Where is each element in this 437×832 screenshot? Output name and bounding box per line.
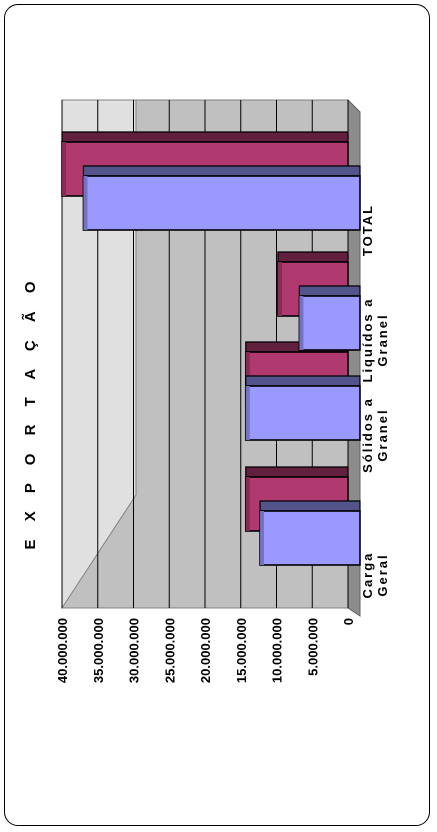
category-label: Sólidos a: [360, 397, 375, 473]
category-label: Granel: [375, 313, 390, 366]
tick-label: 0: [341, 618, 356, 625]
bar: [244, 385, 361, 441]
category-label: Geral: [375, 553, 390, 596]
bar-top-face: [245, 466, 349, 478]
bar-end-face: [299, 296, 304, 350]
bar-end-face: [83, 176, 88, 230]
bar: [298, 295, 361, 351]
bar-top-face: [298, 285, 361, 297]
bar-end-face: [277, 262, 282, 316]
bar-top-face: [61, 131, 349, 143]
bar: [82, 175, 361, 231]
bar-top-face: [82, 165, 361, 177]
tick-label: 15.000.000: [234, 618, 249, 683]
category-label: Granel: [375, 408, 390, 461]
bar-end-face: [260, 511, 265, 565]
bar: [259, 510, 361, 566]
bar-end-face: [245, 386, 250, 440]
bar-end-face: [62, 142, 66, 196]
chart-title: E X P O R T A Ç Ã O: [21, 275, 39, 550]
bar-top-face: [259, 500, 361, 512]
category-label: Carga: [360, 552, 375, 599]
tick-label: 30.000.000: [127, 618, 142, 683]
tick-label: 10.000.000: [270, 618, 285, 683]
tick-label: 25.000.000: [162, 618, 177, 683]
bar-end-face: [245, 477, 250, 531]
value-axis-ticks: 0 5.000.000 10.000.000 15.000.000 20.000.000…: [55, 618, 356, 683]
tick-label: 5.000.000: [305, 618, 320, 676]
category-label: TOTAL: [360, 204, 375, 256]
tick-label: 40.000.000: [55, 618, 70, 683]
bar-top-face: [277, 251, 349, 263]
bar-top-face: [245, 375, 361, 387]
tick-label: 35.000.000: [91, 618, 106, 683]
category-label: Liquídos a: [360, 298, 375, 383]
tick-label: 20.000.000: [198, 618, 213, 683]
chart-bars: [61, 131, 361, 566]
